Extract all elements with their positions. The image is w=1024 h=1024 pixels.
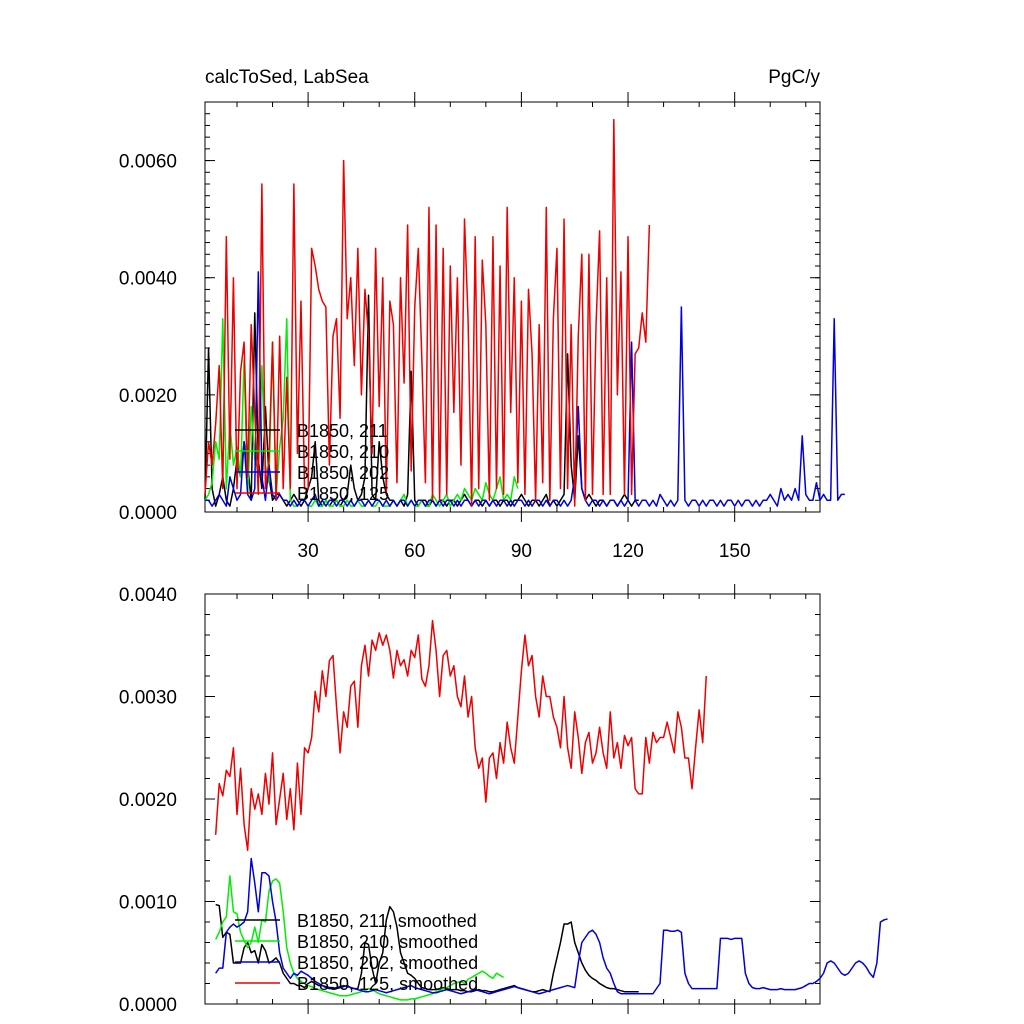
legend-label: B1850, 202, smoothed [297, 953, 478, 973]
legend-label: B1850, 211, smoothed [297, 911, 477, 931]
x-tick-label: 90 [511, 541, 532, 562]
y-tick-label: 0.0010 [119, 893, 177, 914]
y-tick-label: 0.0020 [119, 790, 177, 811]
plot-frame [204, 101, 821, 513]
y-tick-label: 0.0020 [119, 386, 177, 407]
legend-label: B1850, 125 [297, 484, 389, 504]
legend-label: B1850, 211 [297, 421, 388, 441]
y-tick-label: 0.0030 [119, 688, 177, 709]
legend-label: B1850, 125, smoothed [297, 974, 478, 994]
series-line [214, 619, 707, 851]
x-tick-label: 30 [298, 541, 319, 562]
y-tick-label: 0.0000 [119, 503, 177, 524]
series-line [215, 903, 639, 993]
legend-label: B1850, 210, smoothed [297, 932, 478, 952]
series-line [205, 271, 845, 507]
legend-label: B1850, 210 [297, 442, 389, 462]
bottom-panel: 0.0000 0.0010 0.0020 0.0030 0.0040 B1850, 211… [119, 584, 888, 1016]
y-tick-label: 0.0060 [119, 152, 177, 173]
y-tick-label: 0.0040 [119, 269, 177, 290]
legend-label: B1850, 202 [297, 463, 389, 483]
panel-title-right: PgC/y [768, 67, 820, 88]
series-line [215, 857, 888, 995]
series-line [214, 875, 504, 1001]
y-tick-label: 0.0000 [119, 995, 177, 1016]
x-tick-label: 150 [719, 541, 751, 562]
top-panel: 0.0000 0.0020 0.0040 0.0060 30 60 90 120 150 B185… [119, 92, 845, 562]
series-line [204, 118, 651, 507]
y-tick-label: 0.0040 [119, 585, 177, 606]
panel-title-left: calcToSed, LabSea [205, 67, 369, 88]
x-tick-label: 60 [404, 541, 425, 562]
x-tick-label: 120 [612, 541, 644, 562]
